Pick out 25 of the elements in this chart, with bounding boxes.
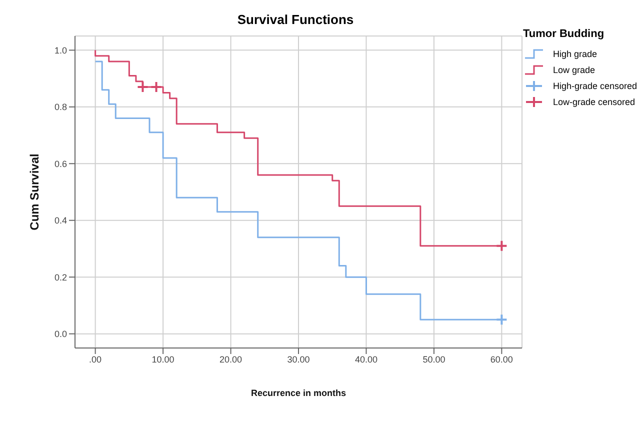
point xyxy=(136,81,149,94)
x-tick-label: 50.00 xyxy=(422,354,446,364)
y-tick-label: 0.6 xyxy=(54,158,67,169)
x-tick-label: .00 xyxy=(89,354,102,364)
x-axis-title: Recurrence in months xyxy=(250,388,346,398)
legend-label: High grade xyxy=(553,49,598,59)
x-tick-label: 60.00 xyxy=(490,354,513,364)
y-tick-label: 0.4 xyxy=(54,216,67,226)
chart-title: Survival Functions xyxy=(236,12,355,27)
legend-title: Tumor Budding xyxy=(523,28,606,40)
y-tick-label: 0.2 xyxy=(54,272,67,282)
x-tick-label: 20.00 xyxy=(220,354,242,364)
y-tick-label: 1.0 xyxy=(54,45,67,56)
x-tick-label: 10.00 xyxy=(152,354,174,364)
legend-label: Low grade xyxy=(553,65,596,75)
point xyxy=(496,314,508,326)
y-tick-label: 0.8 xyxy=(54,102,67,112)
x-tick-label: 40.00 xyxy=(354,354,378,364)
y-axis-title: Cum Survival xyxy=(27,154,42,230)
x-tick-label: 30.00 xyxy=(287,354,310,364)
legend-label: Low-grade censored xyxy=(553,97,636,107)
y-tick-label: 0.0 xyxy=(54,329,67,340)
point xyxy=(150,81,162,94)
legend-label: High-grade censored xyxy=(553,81,638,91)
point xyxy=(496,240,508,252)
